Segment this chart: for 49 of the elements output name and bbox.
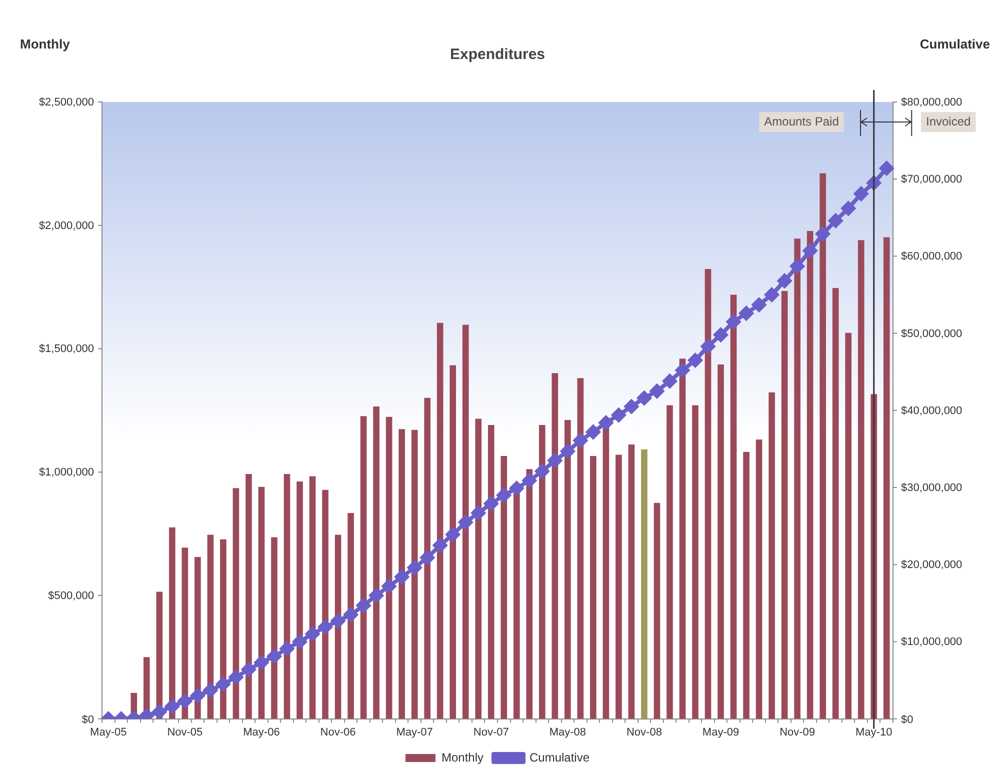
bar — [845, 332, 852, 719]
y2-tick-label: $40,000,000 — [901, 404, 962, 417]
y2-tick-label: $60,000,000 — [901, 250, 962, 263]
bar — [832, 288, 839, 719]
bar — [858, 240, 864, 719]
y-tick-label: $1,000,000 — [38, 466, 94, 479]
x-tick-label: May-05 — [90, 726, 127, 738]
y2-tick-label: $0 — [901, 714, 914, 726]
bar — [781, 290, 788, 719]
annotation: Amounts Paid — [764, 114, 839, 128]
bar — [756, 440, 762, 719]
y-tick-label: $500,000 — [48, 590, 94, 602]
legend-label: Monthly — [441, 750, 484, 764]
x-tick-label: Nov-05 — [167, 726, 203, 738]
bar — [654, 502, 660, 719]
bar — [616, 454, 622, 719]
bar — [666, 405, 673, 719]
y2-tick-label: $10,000,000 — [901, 636, 962, 648]
x-tick-label: Nov-06 — [320, 726, 356, 738]
bar — [692, 405, 698, 719]
bar — [883, 237, 890, 719]
y2-tick-label: $30,000,000 — [901, 482, 962, 494]
bar — [590, 456, 596, 719]
y2-tick-label: $50,000,000 — [901, 328, 962, 340]
bar — [641, 449, 648, 719]
y-tick-label: $2,000,000 — [38, 220, 94, 232]
y-tick-label: $2,500,000 — [38, 96, 94, 108]
text: Invoiced — [926, 114, 971, 128]
x-tick-label: May-09 — [702, 726, 740, 738]
x-tick-label: May-07 — [396, 726, 433, 738]
x-tick-label: May-06 — [243, 726, 280, 738]
chart-title: Expenditures — [450, 46, 546, 64]
legend-label: Cumulative — [529, 750, 590, 764]
bar — [718, 364, 724, 719]
bar — [628, 444, 635, 719]
x-tick-label: Nov-09 — [780, 726, 816, 738]
y2-axis-title: Cumulative — [920, 36, 990, 52]
y-tick-label: $0 — [82, 714, 94, 726]
x-tick-label: Nov-08 — [626, 726, 662, 738]
x-tick-label: May-10 — [856, 726, 892, 738]
x-tick-label: Nov-07 — [473, 726, 509, 738]
y-axis-title: Monthly — [20, 36, 71, 52]
bar — [768, 392, 775, 719]
x-tick-label: May-08 — [549, 726, 586, 738]
y2-tick-label: $80,000,000 — [901, 96, 962, 108]
y-tick-label: $1,500,000 — [38, 343, 94, 356]
y2-tick-label: $20,000,000 — [901, 559, 962, 572]
bar — [743, 452, 750, 719]
y2-tick-label: $70,000,000 — [901, 174, 962, 186]
